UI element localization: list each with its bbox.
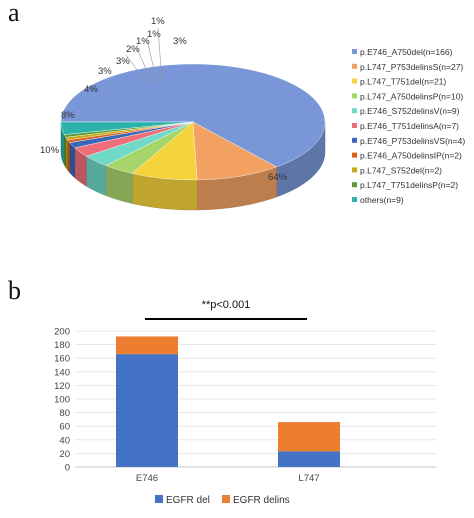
pie-label-6: 2% <box>126 44 140 55</box>
bar-L747-EGFR-del <box>278 451 340 467</box>
pie-label-1: 10% <box>40 145 60 156</box>
pie-legend-label-6: p.E746_P753delinsVS(n=4) <box>360 136 465 146</box>
bar-L747-EGFR-delins <box>278 422 340 452</box>
pie-leader-3 <box>157 27 163 83</box>
y-tick-160: 160 <box>54 354 70 365</box>
pie-legend-label-0: p.E746_A750del(n=166) <box>360 47 453 57</box>
y-tick-60: 60 <box>59 422 70 433</box>
y-tick-20: 20 <box>59 449 70 460</box>
panel-label-b: b <box>8 276 21 305</box>
y-tick-180: 180 <box>54 340 70 351</box>
pie-legend-swatch-6 <box>352 137 357 143</box>
bar-legend-swatch-1 <box>222 495 230 503</box>
bar-legend-swatch-0 <box>155 495 163 503</box>
significance-label: **p<0.001 <box>202 299 251 311</box>
pie-top <box>60 63 326 181</box>
pie-labels: 64%10%8%4%3%3%2%1%1%1%3% <box>40 16 288 183</box>
pie-legend-label-4: p.E746_S752delinsV(n=9) <box>360 106 460 116</box>
pie-legend-label-5: p.E746_T751delinsA(n=7) <box>360 121 459 131</box>
pie-slice-10 <box>60 121 194 135</box>
pie-legend-swatch-10 <box>352 197 357 202</box>
bar-E746-EGFR-del <box>116 354 178 467</box>
pie-leader-1 <box>135 46 153 83</box>
pie-slice-0 <box>60 63 326 168</box>
pie-legend-swatch-4 <box>352 108 357 114</box>
pie-label-2: 8% <box>61 110 75 121</box>
pie-legend-swatch-3 <box>352 93 357 99</box>
y-tick-0: 0 <box>65 463 70 474</box>
pie-label-4: 3% <box>98 66 112 77</box>
pie-label-5: 3% <box>116 56 130 67</box>
pie-label-3: 4% <box>84 84 98 95</box>
bar-legend: EGFR del EGFR delins <box>155 495 290 506</box>
pie-legend: p.E746_A750del(n=166) p.L747_P753delinsS(… <box>352 47 465 205</box>
pie-legend-label-9: p.L747_T751delinsP(n=2) <box>360 180 458 190</box>
pie-legend-swatch-1 <box>352 63 357 69</box>
pie-slice-1 <box>192 121 278 181</box>
pie-legend-label-8: p.L747_S752del(n=2) <box>360 165 442 175</box>
x-tick-L747: L747 <box>298 473 319 484</box>
pie-label-7: 1% <box>136 36 150 47</box>
pie-legend-swatch-9 <box>352 182 357 188</box>
pie-legend-label-7: p.E746_A750delinsIP(n=2) <box>360 151 462 161</box>
pie-legend-label-1: p.L747_P753delinsS(n=27) <box>360 62 463 72</box>
pie-leader-0 <box>125 54 147 83</box>
bar-legend-label-1: EGFR delins <box>233 495 290 506</box>
y-tick-100: 100 <box>54 395 70 406</box>
pie-label-9: 1% <box>151 16 165 27</box>
bars: E746 L747 <box>116 336 340 484</box>
pie-leader-2 <box>146 39 158 83</box>
y-tick-120: 120 <box>54 381 70 392</box>
pie-legend-label-3: p.L747_A750delinsP(n=10) <box>360 91 463 101</box>
pie-label-10: 3% <box>173 36 187 47</box>
pie-legend-swatch-2 <box>352 78 357 84</box>
panel-label-a: a <box>8 0 20 27</box>
pie-legend-swatch-8 <box>352 167 357 173</box>
pie-side-walls <box>60 121 326 211</box>
bar-axes: 0 20 40 60 80 100 120 140 160 180 200 <box>54 327 436 474</box>
y-tick-80: 80 <box>59 408 70 419</box>
y-tick-40: 40 <box>59 435 70 446</box>
bar-E746-EGFR-delins <box>116 336 178 355</box>
x-tick-E746: E746 <box>136 473 158 484</box>
pie-legend-label-2: p.L747_T751del(n=21) <box>360 77 446 87</box>
pie-chart: 64%10%8%4%3%3%2%1%1%1%3%p.E746_A750del(n… <box>40 16 465 211</box>
pie-legend-swatch-5 <box>352 123 357 128</box>
y-tick-140: 140 <box>54 367 70 378</box>
pie-legend-label-10: others(n=9) <box>360 195 404 205</box>
y-tick-200: 200 <box>54 327 70 338</box>
pie-label-0: 64% <box>268 172 288 183</box>
pie-legend-swatch-0 <box>352 49 357 54</box>
pie-label-8: 1% <box>147 29 161 40</box>
bar-legend-label-0: EGFR del <box>166 495 210 506</box>
pie-legend-swatch-7 <box>352 152 357 158</box>
